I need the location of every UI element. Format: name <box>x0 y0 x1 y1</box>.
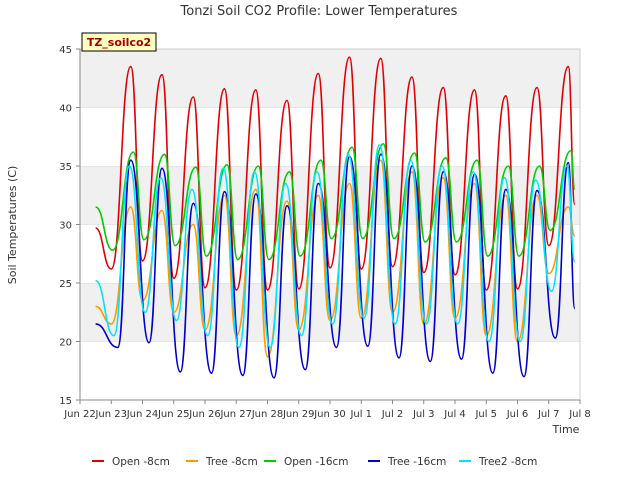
series-layer <box>95 56 576 379</box>
x-tick-label: Jul 4 <box>443 409 466 420</box>
x-tick-label: Jul 7 <box>537 409 560 420</box>
series-line-tree-16cm <box>95 153 576 379</box>
x-tick-label: Jun 22 <box>63 409 96 420</box>
legend-label: Tree -8cm <box>205 456 258 468</box>
x-tick-label: Jul 6 <box>506 409 529 420</box>
plot-background <box>80 48 580 400</box>
y-axis: 15 20 25 30 35 40 45 <box>59 45 81 407</box>
y-tick-label: 20 <box>59 338 72 349</box>
site-label-background <box>81 32 157 52</box>
x-tick-label: Jun 27 <box>219 409 252 420</box>
y-tick-label: 30 <box>59 221 72 232</box>
y-tick-label: 35 <box>59 162 72 173</box>
grid-band <box>80 49 580 108</box>
legend-label: Tree -16cm <box>387 456 446 468</box>
site-label-text: TZ_soilco2 <box>87 36 151 49</box>
y-tick-label: 45 <box>59 45 72 56</box>
x-tick-label: Jun 23 <box>94 409 127 420</box>
x-tick-label: Jul 3 <box>412 409 435 420</box>
x-tick-label: Jun 29 <box>282 409 315 420</box>
x-tick-label: Jul 8 <box>568 409 591 420</box>
y-tick-label: 15 <box>59 396 72 407</box>
legend-label: Open -16cm <box>284 456 349 468</box>
grid-band <box>80 107 580 166</box>
x-tick-label: Jun 28 <box>251 409 284 420</box>
x-axis: Jun 22 Jun 23 Jun 24 Jun 25 Jun 26 Jun 27 Jun … <box>63 399 591 420</box>
x-tick-label: Jul 5 <box>474 409 497 420</box>
site-label-box: TZ_soilco2 <box>81 32 157 52</box>
legend: Open -8cm Tree -8cm Open -16cm Tree -16cm Tr… <box>92 456 537 468</box>
x-tick-label: Jun 26 <box>188 409 221 420</box>
series-line-tree2-8cm <box>95 144 576 349</box>
chart-title: Tonzi Soil CO2 Profile: Lower Temperatur… <box>180 4 458 19</box>
y-tick-label: 40 <box>59 104 72 115</box>
grid-band <box>80 341 580 400</box>
x-tick-label: Jun 30 <box>313 409 346 420</box>
x-tick-label: Jul 1 <box>349 409 372 420</box>
y-axis-label: Soil Temperatures (C) <box>6 166 19 285</box>
x-tick-label: Jun 24 <box>126 409 159 420</box>
x-tick-label: Jun 25 <box>157 409 190 420</box>
x-axis-label: Time <box>552 423 580 436</box>
y-tick-label: 25 <box>59 279 72 290</box>
series-line-open-8cm <box>95 56 576 291</box>
legend-label: Open -8cm <box>112 456 170 468</box>
legend-label: Tree2 -8cm <box>478 456 537 468</box>
x-tick-label: Jul 2 <box>381 409 404 420</box>
